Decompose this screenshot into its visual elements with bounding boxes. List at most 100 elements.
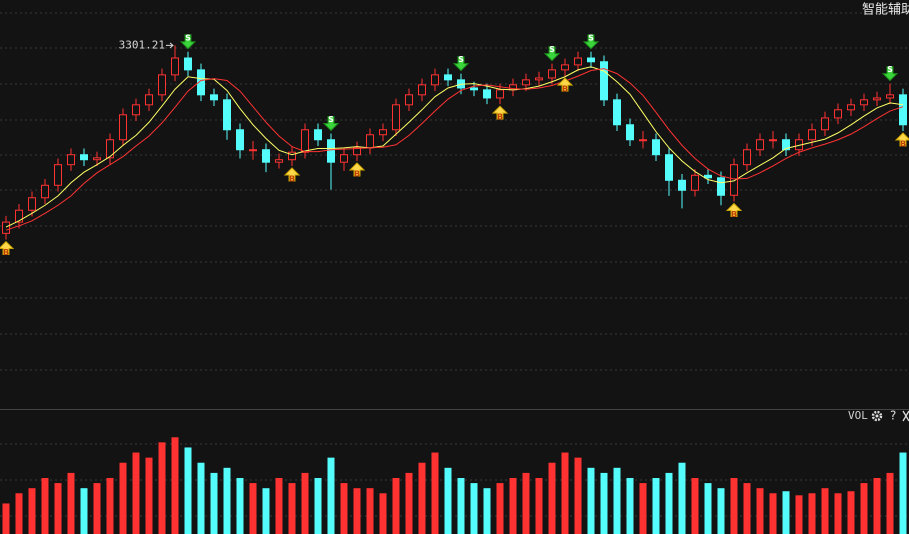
candle-body bbox=[665, 154, 673, 181]
gear-center[interactable] bbox=[875, 414, 879, 418]
candle-body bbox=[561, 64, 569, 71]
volume-bar bbox=[197, 462, 205, 534]
volume-bar bbox=[496, 483, 504, 534]
candle-body bbox=[470, 87, 478, 91]
volume-bar bbox=[678, 462, 686, 534]
settings-icon[interactable] bbox=[871, 410, 883, 422]
volume-bar bbox=[652, 478, 660, 534]
signal-label: B bbox=[354, 169, 360, 178]
volume-bar bbox=[535, 478, 543, 534]
candle-body bbox=[249, 149, 257, 152]
buy-signal: B bbox=[348, 162, 366, 178]
candle-body bbox=[652, 139, 660, 156]
candle-body bbox=[834, 109, 842, 119]
volume-bar bbox=[106, 478, 114, 534]
volume-bar bbox=[145, 457, 153, 534]
candle-body bbox=[821, 117, 829, 131]
buy-arrow bbox=[556, 77, 574, 92]
candle-body bbox=[431, 74, 439, 86]
candle-body bbox=[327, 139, 335, 163]
volume-bar bbox=[743, 483, 751, 534]
candle-body bbox=[314, 129, 322, 141]
help-icon[interactable]: ? bbox=[890, 409, 896, 423]
buy-signal: B bbox=[725, 202, 743, 219]
volume-bar bbox=[54, 483, 62, 534]
grid bbox=[0, 12, 909, 517]
sell-arrow bbox=[582, 34, 600, 50]
candle-body bbox=[873, 97, 881, 101]
candle-body bbox=[106, 139, 114, 159]
volume-bar bbox=[834, 493, 842, 534]
sell-arrow bbox=[179, 34, 197, 50]
volume-bar bbox=[821, 488, 829, 534]
volume-bar bbox=[717, 488, 725, 534]
signal-label: S bbox=[328, 115, 334, 124]
volume-bar bbox=[262, 488, 270, 534]
volume-bar bbox=[730, 478, 738, 534]
sell-signal: S bbox=[452, 55, 470, 72]
candle-body bbox=[15, 209, 23, 223]
candle-body bbox=[145, 94, 153, 106]
volume-bar bbox=[691, 478, 699, 534]
sell-arrow bbox=[543, 46, 561, 62]
buy-signal: B bbox=[491, 105, 509, 122]
candle-body bbox=[340, 154, 348, 163]
volume-bar bbox=[795, 495, 803, 534]
candle-body bbox=[275, 159, 283, 163]
peak-arrow bbox=[166, 42, 174, 49]
candle-body bbox=[769, 139, 777, 142]
volume-bar bbox=[444, 467, 452, 534]
candle-body bbox=[210, 94, 218, 101]
volume-bar bbox=[119, 462, 127, 534]
candle-body bbox=[353, 147, 361, 156]
buy-signal: B bbox=[556, 77, 574, 94]
candle-body bbox=[171, 57, 179, 76]
signal-label: S bbox=[185, 33, 191, 42]
candle-body bbox=[626, 124, 634, 141]
candle-body bbox=[587, 57, 595, 63]
candle-body bbox=[223, 99, 231, 131]
candle-body bbox=[236, 129, 244, 151]
volume-bar bbox=[704, 483, 712, 534]
candle-body bbox=[483, 89, 491, 99]
candle-body bbox=[691, 174, 699, 191]
volume-bar bbox=[80, 488, 88, 534]
volume-bar bbox=[184, 447, 192, 534]
price-panel: B S B S B S B S B S B S B 3301.21 bbox=[0, 33, 909, 257]
buy-arrow bbox=[894, 132, 909, 147]
volume-bar bbox=[626, 478, 634, 534]
volume-bar bbox=[340, 483, 348, 534]
buy-signal: B bbox=[283, 167, 301, 183]
volume-bar bbox=[860, 483, 868, 534]
candle-body bbox=[2, 221, 10, 234]
sell-signal: S bbox=[881, 65, 899, 82]
candle-body bbox=[860, 99, 868, 106]
sell-signal: S bbox=[582, 33, 600, 50]
candle-body bbox=[899, 94, 907, 126]
volume-bar bbox=[275, 478, 283, 534]
candle-body bbox=[678, 179, 686, 191]
volume-bar bbox=[132, 452, 140, 534]
volume-bar bbox=[379, 493, 387, 534]
volume-bar bbox=[314, 478, 322, 534]
buy-signal: B bbox=[0, 240, 15, 257]
buy-arrow bbox=[0, 240, 15, 256]
candle-body bbox=[613, 99, 621, 126]
volume-bar bbox=[288, 483, 296, 534]
volume-bar bbox=[808, 493, 816, 534]
volume-bar bbox=[2, 503, 10, 534]
volume-bar bbox=[665, 472, 673, 534]
volume-panel bbox=[2, 437, 907, 534]
close-icon[interactable] bbox=[902, 410, 909, 422]
candle-body bbox=[756, 139, 764, 151]
volume-bar bbox=[873, 478, 881, 534]
candle-body bbox=[119, 114, 127, 141]
candle-body bbox=[405, 94, 413, 106]
candle-body bbox=[730, 164, 738, 196]
candle-body bbox=[41, 184, 49, 199]
candle-body bbox=[444, 74, 452, 81]
volume-bar bbox=[574, 457, 582, 534]
gear[interactable] bbox=[871, 410, 883, 422]
volume-bar bbox=[431, 452, 439, 534]
